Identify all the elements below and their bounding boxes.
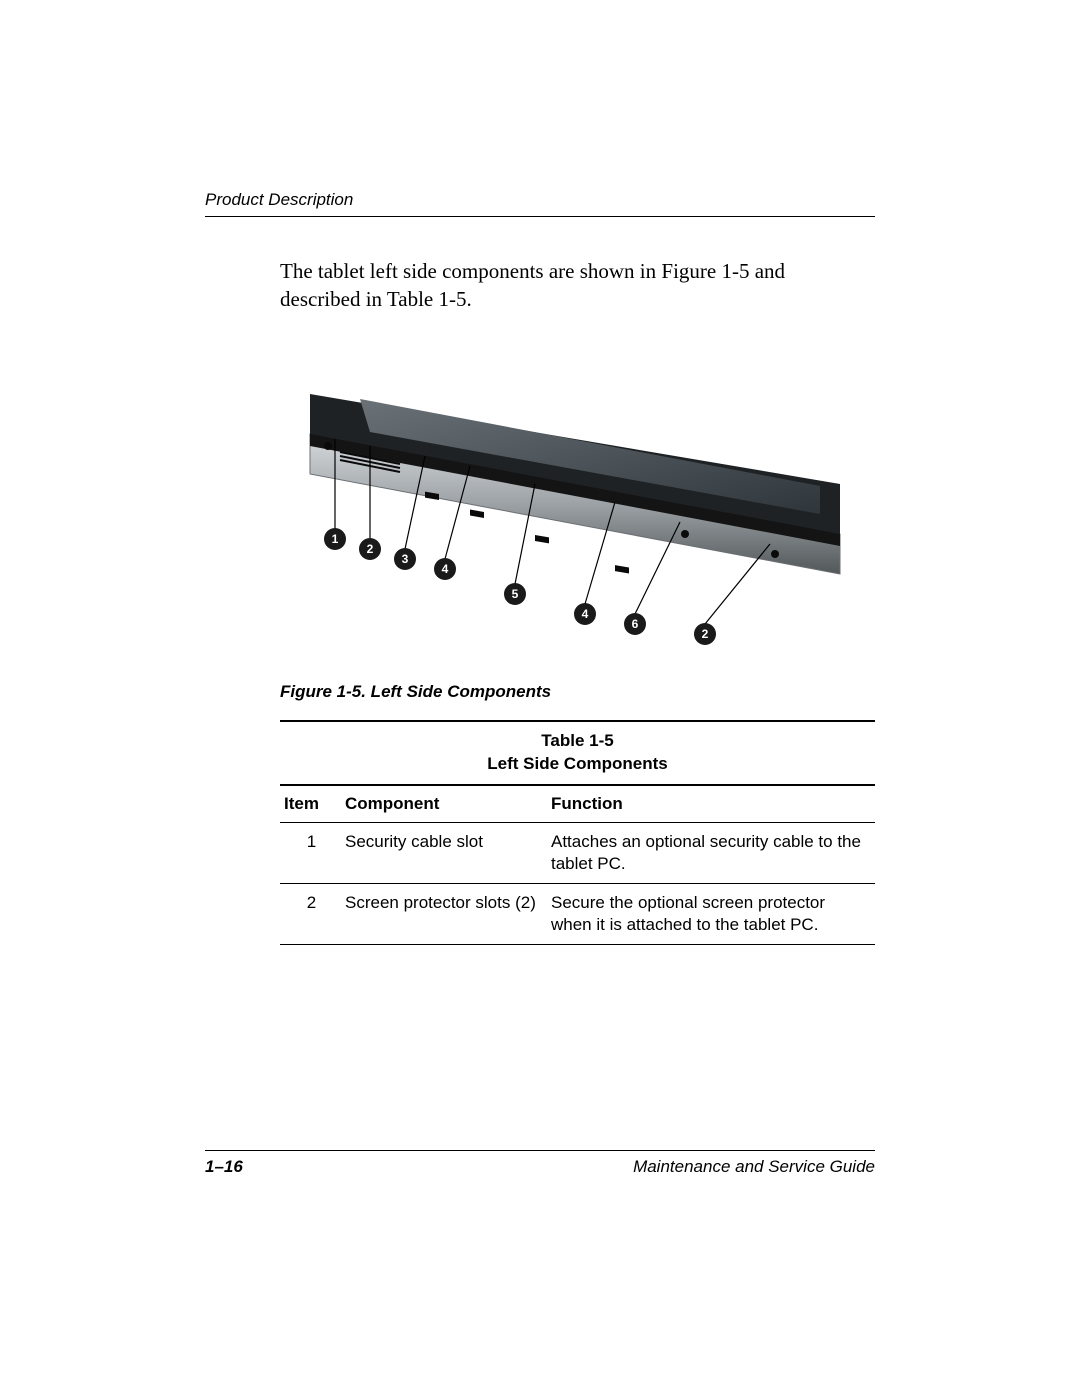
table-title: Table 1-5 Left Side Components [280, 722, 875, 780]
running-header: Product Description [205, 190, 875, 210]
table-row: 1Security cable slotAttaches an optional… [280, 822, 875, 883]
callout-number: 2 [702, 627, 709, 641]
col-item: Item [280, 786, 345, 823]
components-table: Table 1-5 Left Side Components Item Comp… [280, 720, 875, 945]
callout-number: 4 [582, 607, 589, 621]
col-component: Component [345, 786, 551, 823]
tablet-diagram-svg: 1 2 3 4 5 4 6 2 [280, 334, 875, 664]
callout-number: 5 [512, 587, 519, 601]
page-footer: 1–16 Maintenance and Service Guide [205, 1150, 875, 1177]
table-subtitle: Left Side Components [487, 754, 667, 773]
cell-function: Attaches an optional security cable to t… [551, 822, 875, 883]
cell-component: Security cable slot [345, 822, 551, 883]
figure-caption: Figure 1-5. Left Side Components [280, 682, 875, 702]
table-header-row: Item Component Function [280, 786, 875, 823]
page-number: 1–16 [205, 1157, 243, 1177]
callout-number: 3 [402, 552, 409, 566]
cell-item: 1 [280, 822, 345, 883]
callout-number: 4 [442, 562, 449, 576]
callout-number: 2 [367, 542, 374, 556]
table-row: 2Screen protector slots (2)Secure the op… [280, 883, 875, 944]
figure-tablet-left-side: 1 2 3 4 5 4 6 2 [280, 334, 875, 664]
footer-rule [205, 1150, 875, 1151]
cell-item: 2 [280, 883, 345, 944]
callout-number: 6 [632, 617, 639, 631]
intro-paragraph: The tablet left side components are show… [280, 257, 870, 314]
callout-number: 1 [332, 532, 339, 546]
header-rule [205, 216, 875, 217]
footer-guide-title: Maintenance and Service Guide [633, 1157, 875, 1177]
cell-component: Screen protector slots (2) [345, 883, 551, 944]
cell-function: Secure the optional screen protector whe… [551, 883, 875, 944]
col-function: Function [551, 786, 875, 823]
table-number: Table 1-5 [541, 731, 613, 750]
